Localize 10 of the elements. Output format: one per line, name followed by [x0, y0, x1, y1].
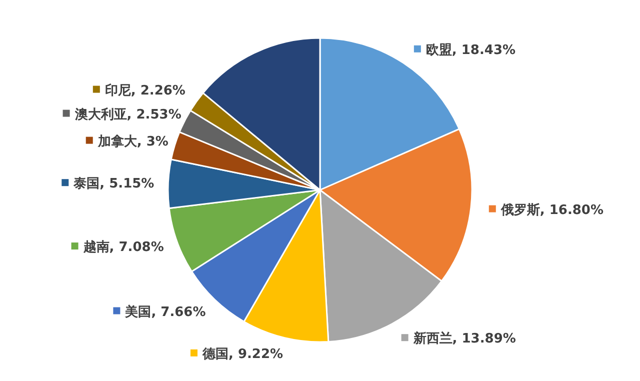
legend-label: 澳大利亚, 2.53% — [74, 106, 182, 122]
legend-label: 加拿大, 3% — [96, 133, 168, 150]
legend-label: 美国, 7.66% — [124, 304, 206, 320]
legend-label: 新西兰, 13.89% — [412, 330, 516, 347]
legend-label: 德国, 9.22% — [201, 346, 284, 362]
legend-label: 俄罗斯, 16.80% — [500, 202, 604, 218]
legend-label: 欧盟, 18.43% — [426, 42, 516, 58]
legend-label: 泰国, 5.15% — [72, 176, 154, 192]
legend-label: 印尼, 2.26% — [104, 82, 186, 98]
legend-label: 越南, 7.08% — [82, 240, 164, 256]
